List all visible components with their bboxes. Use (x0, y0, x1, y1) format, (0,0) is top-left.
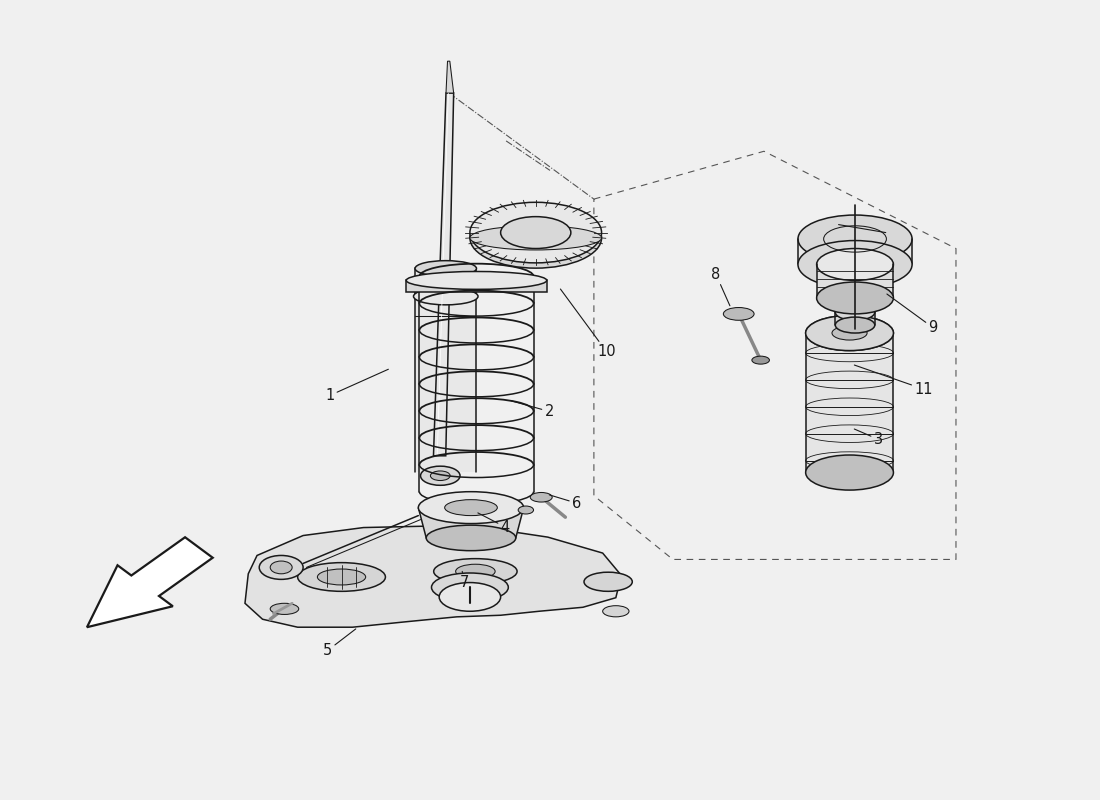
Ellipse shape (584, 572, 632, 591)
Text: 10: 10 (560, 289, 616, 359)
Text: 1: 1 (326, 370, 388, 403)
Ellipse shape (816, 282, 893, 314)
Ellipse shape (805, 315, 893, 350)
Text: 4: 4 (477, 513, 510, 534)
Ellipse shape (444, 500, 497, 515)
Polygon shape (245, 526, 622, 627)
Ellipse shape (798, 241, 912, 288)
Text: 2: 2 (512, 401, 554, 419)
Polygon shape (446, 61, 453, 93)
Ellipse shape (835, 317, 874, 333)
Polygon shape (835, 312, 874, 325)
Ellipse shape (455, 564, 495, 578)
Text: 8: 8 (712, 267, 730, 306)
Ellipse shape (518, 506, 534, 514)
Polygon shape (433, 93, 453, 456)
Ellipse shape (420, 466, 460, 486)
Ellipse shape (406, 271, 547, 290)
Ellipse shape (805, 315, 893, 350)
Ellipse shape (470, 207, 602, 268)
Ellipse shape (832, 326, 867, 340)
Ellipse shape (500, 217, 571, 249)
Ellipse shape (816, 249, 893, 281)
Polygon shape (87, 538, 212, 627)
Ellipse shape (433, 558, 517, 584)
Ellipse shape (414, 288, 478, 305)
Ellipse shape (298, 562, 385, 591)
Ellipse shape (835, 304, 874, 320)
Text: 6: 6 (549, 495, 581, 510)
Polygon shape (418, 508, 524, 538)
Ellipse shape (415, 261, 476, 276)
Ellipse shape (724, 307, 755, 320)
Ellipse shape (430, 471, 450, 481)
Ellipse shape (260, 555, 304, 579)
Ellipse shape (470, 226, 602, 250)
Ellipse shape (798, 215, 912, 263)
Ellipse shape (431, 573, 508, 602)
Polygon shape (805, 333, 893, 473)
Ellipse shape (752, 356, 769, 364)
Polygon shape (816, 265, 893, 298)
Ellipse shape (318, 569, 365, 585)
Ellipse shape (418, 492, 524, 523)
Ellipse shape (426, 525, 516, 550)
Ellipse shape (271, 561, 293, 574)
Ellipse shape (271, 603, 299, 614)
Text: 9: 9 (887, 294, 938, 335)
Ellipse shape (530, 493, 552, 502)
Text: 5: 5 (323, 629, 355, 658)
Text: 7: 7 (460, 571, 470, 590)
Text: 11: 11 (855, 365, 933, 397)
Ellipse shape (470, 202, 602, 263)
Polygon shape (798, 239, 912, 265)
Ellipse shape (603, 606, 629, 617)
Ellipse shape (439, 582, 500, 611)
Ellipse shape (805, 455, 893, 490)
Text: 3: 3 (855, 429, 883, 447)
Polygon shape (415, 269, 476, 472)
Polygon shape (406, 281, 547, 292)
